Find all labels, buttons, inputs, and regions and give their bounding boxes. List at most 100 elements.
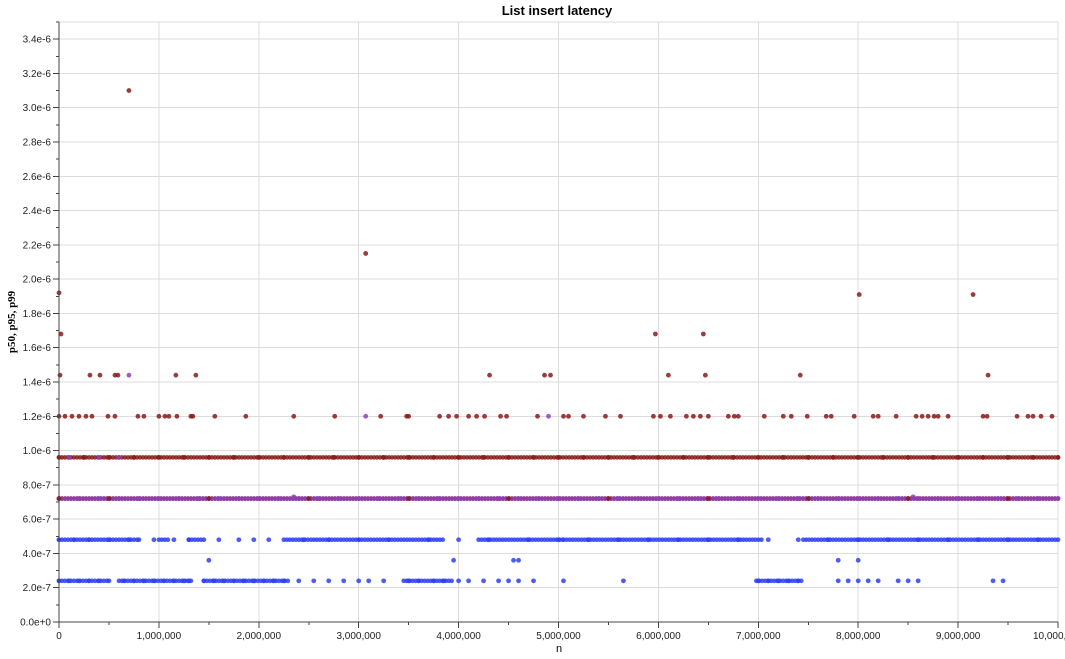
y-tick-label: 1.0e-6	[23, 446, 52, 457]
data-point	[173, 372, 179, 378]
data-point	[755, 496, 761, 501]
data-point	[561, 578, 566, 584]
data-point	[705, 537, 711, 543]
data-point	[680, 455, 686, 460]
data-point	[406, 578, 412, 584]
data-point	[656, 496, 661, 501]
data-point	[735, 496, 741, 501]
data-point	[913, 413, 919, 419]
data-point	[531, 578, 536, 584]
data-point	[57, 372, 63, 378]
data-point	[855, 455, 861, 460]
data-point	[1038, 413, 1044, 419]
data-point	[915, 578, 921, 584]
data-point	[690, 413, 696, 419]
data-point	[506, 578, 511, 584]
x-tick-label: 10,000,000	[1033, 631, 1065, 642]
data-point	[735, 537, 741, 543]
data-point	[875, 578, 881, 584]
data-point	[126, 372, 132, 378]
data-point	[895, 578, 901, 584]
y-tick-label: 1.4e-6	[23, 378, 52, 389]
data-point	[835, 557, 841, 563]
data-point	[581, 413, 586, 419]
y-axis-label: p50, p95, p99	[6, 290, 18, 353]
data-point	[835, 496, 841, 501]
data-point	[759, 537, 764, 543]
data-point	[76, 413, 82, 419]
data-point	[915, 537, 921, 543]
data-point	[815, 496, 821, 501]
data-point	[291, 413, 297, 419]
y-tick-label: 3.0e-6	[23, 103, 52, 114]
data-point	[66, 578, 72, 584]
data-point	[845, 578, 851, 584]
data-point	[980, 455, 986, 460]
data-point	[1025, 413, 1031, 419]
data-point	[196, 496, 202, 501]
data-point	[356, 578, 362, 584]
data-point	[855, 578, 861, 584]
data-point	[416, 578, 422, 584]
data-point	[1015, 496, 1021, 501]
data-point	[725, 413, 731, 419]
data-point	[341, 578, 347, 584]
data-point	[893, 413, 899, 419]
data-point	[603, 413, 608, 419]
data-point	[266, 537, 272, 543]
data-point	[476, 496, 481, 501]
data-point	[363, 251, 369, 256]
data-point	[955, 455, 961, 460]
data-point	[116, 455, 122, 460]
data-point	[161, 578, 167, 584]
data-point	[586, 537, 591, 543]
data-point	[945, 413, 951, 419]
data-point	[1030, 413, 1036, 419]
data-point	[542, 372, 547, 378]
data-point	[106, 496, 112, 501]
data-point	[406, 413, 412, 419]
y-tick-label: 2.0e-7	[23, 583, 52, 594]
data-point	[828, 413, 834, 419]
data-point	[675, 537, 681, 543]
data-point	[546, 413, 551, 419]
data-point	[86, 578, 92, 584]
data-point	[306, 496, 312, 501]
data-point	[316, 496, 322, 501]
data-point	[535, 413, 540, 419]
data-point	[1035, 537, 1041, 543]
data-point	[1005, 496, 1011, 501]
data-point	[765, 537, 771, 543]
y-tick-label: 1.6e-6	[23, 343, 52, 354]
data-point	[112, 413, 118, 419]
x-tick-label: 2,000,000	[237, 631, 282, 642]
data-point	[62, 413, 68, 419]
data-point	[695, 496, 701, 501]
data-point	[115, 372, 121, 378]
data-point	[511, 557, 516, 563]
data-point	[162, 413, 168, 419]
data-point	[775, 578, 781, 584]
data-point	[456, 578, 461, 584]
data-point	[851, 413, 857, 419]
data-point	[96, 578, 102, 584]
data-point	[193, 372, 199, 378]
data-point	[596, 496, 601, 501]
data-point	[356, 537, 362, 543]
data-point	[931, 413, 937, 419]
data-point	[126, 537, 132, 543]
data-point	[536, 496, 541, 501]
data-point	[705, 413, 711, 419]
data-point	[496, 496, 501, 501]
y-tick-label: 1.8e-6	[23, 309, 52, 320]
x-tick-label: 0	[56, 631, 62, 642]
data-point	[487, 372, 492, 378]
y-tick-label: 2.4e-6	[23, 206, 52, 217]
data-point	[556, 537, 561, 543]
y-tick-label: 6.0e-7	[23, 515, 52, 526]
data-point	[715, 496, 721, 501]
data-point	[955, 496, 961, 501]
data-point	[825, 537, 831, 543]
data-point	[618, 413, 623, 419]
data-point	[1035, 496, 1041, 501]
